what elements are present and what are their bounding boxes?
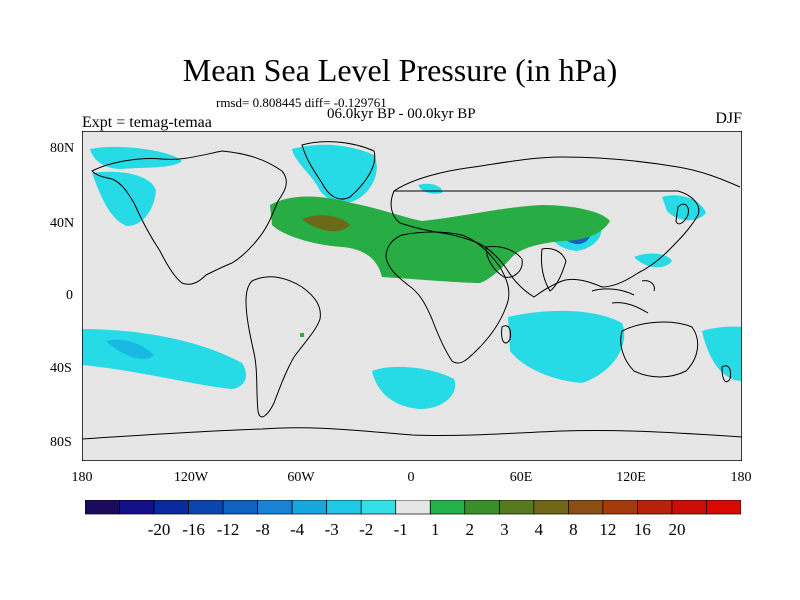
lat-label-0: 0 bbox=[66, 288, 73, 303]
colorbar-swatch bbox=[291, 500, 328, 515]
lat-label-40s: 40S bbox=[50, 361, 72, 376]
colorbar-label: -3 bbox=[324, 520, 339, 539]
colorbar-label: 12 bbox=[599, 520, 617, 539]
coast-india bbox=[541, 248, 567, 292]
lon-label-0: 0 bbox=[407, 470, 415, 485]
anomaly-core-neg-south-pacific bbox=[106, 339, 154, 359]
season-label: DJF bbox=[715, 110, 742, 127]
coast-greenland bbox=[301, 141, 376, 200]
colorbar bbox=[85, 500, 741, 515]
coast-arabia bbox=[485, 246, 523, 278]
chart-title: Mean Sea Level Pressure (in hPa) bbox=[182, 52, 618, 88]
coast-africa bbox=[385, 231, 510, 364]
anomaly-region-neg-southwest-pacific bbox=[702, 326, 742, 381]
anomaly-region-neg-gulf-alaska bbox=[92, 171, 156, 226]
colorbar-swatch bbox=[222, 500, 258, 515]
coast-antarctica bbox=[82, 427, 742, 440]
colorbar-swatch bbox=[395, 500, 431, 515]
lat-label-80s: 80S bbox=[50, 435, 72, 450]
anomaly-core-pos-north-atlantic bbox=[302, 215, 350, 232]
coast-southeast-asia bbox=[591, 280, 655, 314]
colorbar-swatch bbox=[85, 500, 120, 515]
lon-label-180w: 180 bbox=[71, 470, 93, 485]
colorbar-swatch bbox=[568, 500, 604, 515]
lat-label-40n: 40N bbox=[50, 216, 75, 231]
colorbar-swatch bbox=[153, 500, 189, 515]
colorbar-label: -2 bbox=[359, 520, 374, 539]
colorbar-label: 2 bbox=[465, 520, 475, 539]
experiment-label: Expt = temag-temaa bbox=[82, 114, 212, 131]
coast-north-america bbox=[91, 150, 287, 285]
ocean-background bbox=[82, 131, 742, 461]
colorbar-swatch bbox=[429, 500, 466, 515]
colorbar-swatch bbox=[706, 500, 741, 515]
lon-label-120e: 120E bbox=[616, 470, 646, 485]
colorbar-swatch bbox=[671, 500, 707, 515]
lon-label-120w: 120W bbox=[173, 470, 209, 485]
anomaly-region-neg-south-atlantic bbox=[372, 366, 456, 409]
colorbar-swatch bbox=[637, 500, 673, 515]
colorbar-swatch bbox=[602, 500, 638, 515]
coastlines bbox=[82, 141, 742, 440]
lon-label-60w: 60W bbox=[287, 470, 315, 485]
anomaly-region-pos-north-atlantic-eurasia bbox=[270, 196, 610, 283]
lon-label-60e: 60E bbox=[509, 470, 533, 485]
colorbar-swatch bbox=[119, 500, 155, 515]
anomaly-region-neg-indian-ocean bbox=[508, 310, 625, 383]
coast-south-america bbox=[245, 276, 321, 418]
anomaly-dot-pos-south-america bbox=[300, 333, 304, 337]
colorbar-label: -8 bbox=[255, 520, 270, 539]
colorbar-swatch bbox=[464, 500, 500, 515]
colorbar-label: -1 bbox=[393, 520, 408, 539]
anomaly-region-neg-greenland bbox=[292, 144, 377, 203]
lat-label-80n: 80N bbox=[50, 141, 75, 156]
colorbar-label: -16 bbox=[182, 520, 205, 539]
anomaly-region-neg-west-pacific bbox=[634, 253, 672, 268]
lon-label-180e: 180 bbox=[730, 470, 752, 485]
coast-new-zealand bbox=[721, 365, 731, 383]
coast-japan bbox=[675, 203, 689, 225]
colorbar-swatch bbox=[533, 500, 569, 515]
coast-madagascar bbox=[501, 325, 511, 344]
colorbar-label: 3 bbox=[500, 520, 509, 539]
colorbar-label: -12 bbox=[216, 520, 240, 539]
colorbar-swatch bbox=[257, 500, 293, 515]
colorbar-label: -4 bbox=[290, 520, 305, 539]
colorbar-label: 4 bbox=[534, 520, 544, 539]
colorbar-label: 1 bbox=[431, 520, 440, 539]
colorbar-swatch bbox=[188, 500, 224, 515]
period-label: 06.0kyr BP - 00.0kyr BP bbox=[327, 106, 476, 122]
stats-line: rmsd= 0.808445 diff= -0.129761 bbox=[216, 95, 387, 110]
colorbar-label: -20 bbox=[147, 520, 171, 539]
colorbar-label: 16 bbox=[633, 520, 651, 539]
map-plot bbox=[82, 131, 742, 461]
colorbar-label: 20 bbox=[668, 520, 686, 539]
colorbar-swatch bbox=[498, 500, 535, 515]
colorbar-label: 8 bbox=[569, 520, 578, 539]
colorbar-swatch bbox=[360, 500, 397, 515]
colorbar-swatch bbox=[326, 500, 362, 515]
coast-australia bbox=[620, 321, 699, 378]
